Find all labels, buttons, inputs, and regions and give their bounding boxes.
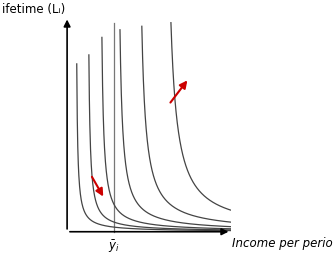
- Text: ifetime (Lᵢ): ifetime (Lᵢ): [1, 3, 65, 16]
- Text: Income per perio: Income per perio: [232, 237, 333, 250]
- Text: $\bar{y}_i$: $\bar{y}_i$: [108, 239, 120, 255]
